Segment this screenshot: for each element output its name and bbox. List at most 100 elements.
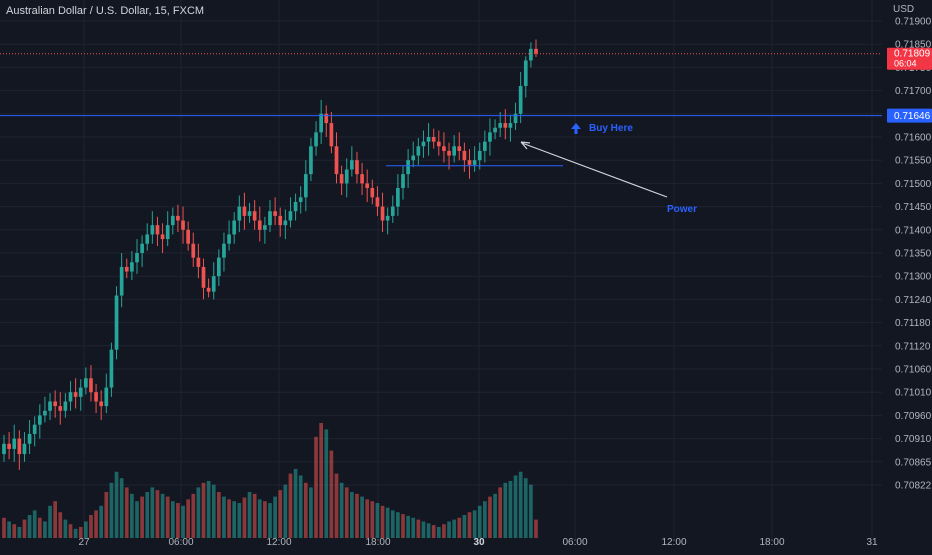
candle[interactable] (385, 207, 390, 235)
candle[interactable] (457, 132, 462, 161)
candle[interactable] (288, 197, 293, 228)
candle[interactable] (442, 132, 446, 163)
candle[interactable] (380, 192, 385, 233)
candle[interactable] (344, 158, 349, 198)
candle[interactable] (78, 379, 83, 411)
candle[interactable] (32, 416, 37, 447)
candle[interactable] (278, 207, 283, 237)
candle[interactable] (396, 174, 400, 216)
candle[interactable] (411, 141, 416, 168)
candle[interactable] (534, 39, 538, 57)
candle[interactable] (431, 128, 436, 149)
candle[interactable] (12, 424, 17, 462)
candle[interactable] (165, 211, 170, 247)
candle[interactable] (303, 160, 308, 212)
candle[interactable] (401, 165, 405, 200)
candle[interactable] (319, 99, 323, 144)
candle[interactable] (436, 130, 441, 156)
candle[interactable] (58, 392, 63, 425)
candle[interactable] (237, 195, 242, 233)
candle[interactable] (222, 232, 226, 272)
candle[interactable] (273, 197, 277, 226)
candle[interactable] (155, 216, 160, 247)
candle[interactable] (426, 123, 431, 156)
candle[interactable] (191, 232, 196, 267)
candle[interactable] (462, 142, 467, 172)
candle[interactable] (365, 169, 370, 202)
candle[interactable] (114, 286, 119, 360)
candle[interactable] (206, 278, 211, 298)
candle[interactable] (513, 102, 518, 131)
candle[interactable] (130, 251, 134, 281)
candle[interactable] (523, 56, 528, 98)
candle[interactable] (268, 200, 272, 233)
candle[interactable] (334, 132, 339, 184)
candle[interactable] (355, 151, 359, 184)
candle[interactable] (483, 130, 487, 163)
candle[interactable] (145, 223, 150, 251)
candle[interactable] (170, 207, 175, 235)
axes[interactable]: 27 06:00 12:00 18:00 30 06:00 12:00 18:00 31 0.71… (78, 17, 932, 549)
candle[interactable] (94, 383, 98, 414)
candle[interactable] (99, 390, 104, 421)
candle[interactable] (339, 165, 344, 195)
candle[interactable] (43, 396, 47, 423)
candle[interactable] (37, 404, 42, 439)
candle[interactable] (309, 137, 313, 182)
candle[interactable] (283, 209, 288, 240)
candle[interactable] (252, 200, 257, 230)
candle[interactable] (472, 146, 477, 172)
candle[interactable] (104, 373, 109, 414)
buy-here-annotation[interactable]: Buy Here (571, 123, 633, 134)
candle[interactable] (263, 216, 267, 244)
candle[interactable] (232, 212, 237, 244)
candle[interactable] (196, 243, 201, 279)
candle[interactable] (390, 195, 395, 223)
candle[interactable] (7, 432, 11, 460)
candle[interactable] (84, 367, 88, 395)
candle[interactable] (201, 258, 206, 300)
drawings[interactable]: Buy Here Power (0, 53, 882, 215)
candle[interactable] (211, 262, 216, 300)
candle[interactable] (447, 142, 451, 170)
candle[interactable] (324, 105, 329, 137)
candle[interactable] (135, 239, 139, 274)
candle[interactable] (477, 142, 482, 170)
candle[interactable] (89, 365, 93, 402)
candle[interactable] (160, 223, 165, 253)
candle[interactable] (73, 378, 78, 409)
candle[interactable] (124, 258, 129, 279)
candle[interactable] (227, 220, 231, 251)
candle[interactable] (518, 72, 523, 124)
candle[interactable] (488, 118, 492, 156)
candle[interactable] (350, 146, 354, 177)
candle[interactable] (217, 249, 221, 286)
candle[interactable] (503, 109, 508, 140)
candle[interactable] (181, 206, 185, 244)
candle[interactable] (2, 434, 6, 462)
candle[interactable] (406, 149, 410, 189)
candle[interactable] (242, 192, 247, 230)
candle[interactable] (360, 162, 364, 195)
candle[interactable] (63, 393, 68, 418)
candle[interactable] (22, 432, 27, 462)
candle[interactable] (298, 186, 303, 214)
candle[interactable] (17, 430, 22, 470)
candle[interactable] (247, 202, 252, 223)
candle[interactable] (186, 221, 190, 251)
candle[interactable] (176, 204, 180, 233)
candle[interactable] (140, 235, 144, 267)
candle[interactable] (467, 149, 472, 179)
candle[interactable] (109, 342, 114, 397)
candle-series[interactable] (2, 39, 538, 470)
candle[interactable] (53, 390, 57, 418)
candle[interactable] (370, 179, 375, 205)
candle[interactable] (119, 253, 124, 308)
candle[interactable] (257, 206, 262, 242)
candle[interactable] (150, 211, 155, 244)
candle[interactable] (27, 420, 32, 455)
candle[interactable] (314, 121, 318, 156)
candle[interactable] (68, 381, 73, 411)
